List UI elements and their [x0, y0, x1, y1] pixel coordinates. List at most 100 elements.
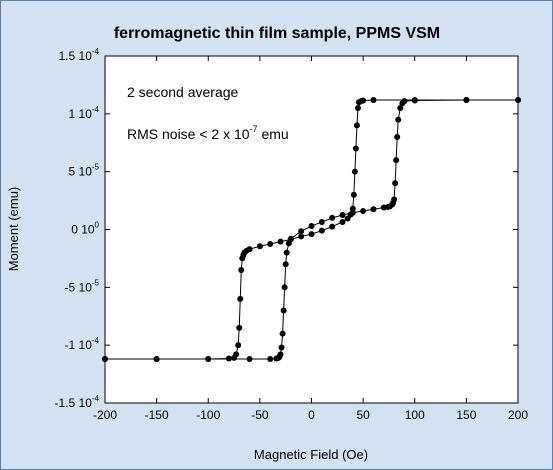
data-point — [393, 157, 400, 164]
data-point — [236, 324, 243, 331]
data-point — [225, 355, 232, 362]
data-point — [354, 105, 361, 112]
y-tick-label: -1 10-4 — [65, 336, 100, 352]
data-point — [298, 228, 305, 235]
y-tick-label: -5 10-5 — [65, 278, 100, 294]
y-tick-exponent: 0 — [95, 221, 100, 230]
y-tick-label: 1.5 10-4 — [59, 47, 100, 63]
data-point — [308, 223, 315, 230]
y-tick-label: -1.5 10-4 — [55, 394, 100, 410]
y-tick-exponent: -5 — [92, 278, 100, 287]
data-point — [102, 356, 108, 363]
data-point — [283, 249, 290, 256]
data-point — [339, 218, 346, 225]
data-point — [344, 215, 351, 222]
x-tick-label: 50 — [356, 408, 370, 422]
annotation-noise-exponent: -7 — [250, 124, 258, 134]
annotation-averaging: 2 second average — [127, 84, 239, 100]
y-tick-mantissa: -1.5 10 — [55, 396, 93, 410]
plot-area — [104, 55, 519, 404]
data-point — [235, 342, 242, 349]
y-tick-exponent: -4 — [92, 336, 100, 345]
annotation-noise: RMS noise < 2 x 10-7 emu — [127, 124, 289, 142]
data-point — [246, 356, 253, 363]
x-axis-label: Magnetic Field (Oe) — [254, 447, 368, 462]
data-point — [246, 246, 253, 253]
x-tick-label: -100 — [196, 408, 220, 422]
data-point — [279, 330, 286, 337]
data-point — [352, 145, 359, 152]
data-point — [205, 356, 212, 363]
annotation-noise-text: RMS noise < 2 x 10 — [127, 126, 250, 142]
data-point — [392, 180, 399, 187]
data-point — [318, 227, 325, 234]
data-point — [515, 96, 521, 103]
data-point — [237, 295, 244, 302]
data-point — [281, 284, 288, 291]
x-tick-label: 100 — [405, 408, 425, 422]
data-point — [273, 355, 280, 362]
data-point — [397, 105, 404, 112]
data-point — [153, 356, 160, 363]
x-axis-tick-labels: -200 -150 -100 -50 0 50 100 150 200 — [93, 408, 528, 422]
data-point — [395, 116, 402, 123]
data-point — [411, 96, 418, 103]
data-point — [267, 356, 274, 363]
data-point — [339, 212, 346, 219]
y-tick-exponent: -5 — [92, 163, 100, 172]
data-point — [350, 191, 357, 198]
data-point — [370, 206, 377, 213]
x-axis-ticks — [104, 56, 519, 403]
y-tick-label: 5 10-5 — [69, 163, 100, 179]
data-point — [399, 100, 406, 107]
data-point — [282, 261, 289, 268]
data-point — [394, 133, 401, 140]
data-point — [278, 344, 285, 351]
data-point — [267, 240, 274, 247]
data-point — [298, 233, 305, 240]
data-point — [318, 218, 325, 225]
y-tick-label: 0 100 — [71, 221, 99, 237]
data-point — [280, 307, 287, 314]
y-axis-ticks — [105, 55, 518, 404]
data-point — [351, 168, 358, 175]
data-point — [256, 243, 263, 250]
y-tick-mantissa: 1.5 10 — [59, 49, 93, 63]
x-tick-label: 0 — [308, 408, 315, 422]
y-axis-label: Moment (emu) — [6, 187, 21, 272]
data-point — [238, 266, 245, 273]
data-point — [370, 96, 377, 103]
chart-title: ferromagnetic thin film sample, PPMS VSM — [114, 25, 440, 42]
x-tick-label: -200 — [93, 408, 117, 422]
data-point — [287, 236, 294, 243]
data-point — [360, 207, 367, 214]
y-tick-exponent: -4 — [92, 105, 100, 114]
x-tick-label: 200 — [508, 408, 528, 422]
y-tick-label: 1 10-4 — [69, 105, 100, 121]
data-point — [308, 231, 315, 238]
data-point — [463, 96, 470, 103]
data-point — [277, 238, 284, 245]
x-tick-label: -50 — [251, 408, 269, 422]
y-tick-mantissa: 0 10 — [71, 223, 95, 237]
y-tick-exponent: -4 — [92, 47, 100, 56]
data-point — [360, 97, 367, 104]
x-tick-label: 150 — [456, 408, 476, 422]
y-tick-exponent: -4 — [92, 394, 100, 403]
annotation-noise-unit: emu — [258, 126, 289, 142]
y-tick-mantissa: 1 10 — [69, 107, 93, 121]
data-point — [380, 204, 387, 211]
data-point — [353, 122, 360, 129]
x-tick-label: -150 — [145, 408, 169, 422]
data-point — [349, 205, 356, 212]
data-point — [329, 214, 336, 221]
y-tick-mantissa: 5 10 — [69, 165, 93, 179]
y-tick-mantissa: -1 10 — [65, 338, 93, 352]
data-point — [233, 351, 240, 358]
y-axis-tick-labels: 1.5 10-41 10-45 10-50 100-5 10-5-1 10-4-… — [55, 47, 100, 410]
y-tick-mantissa: -5 10 — [65, 280, 93, 294]
data-points — [102, 96, 521, 363]
data-point — [329, 223, 336, 230]
